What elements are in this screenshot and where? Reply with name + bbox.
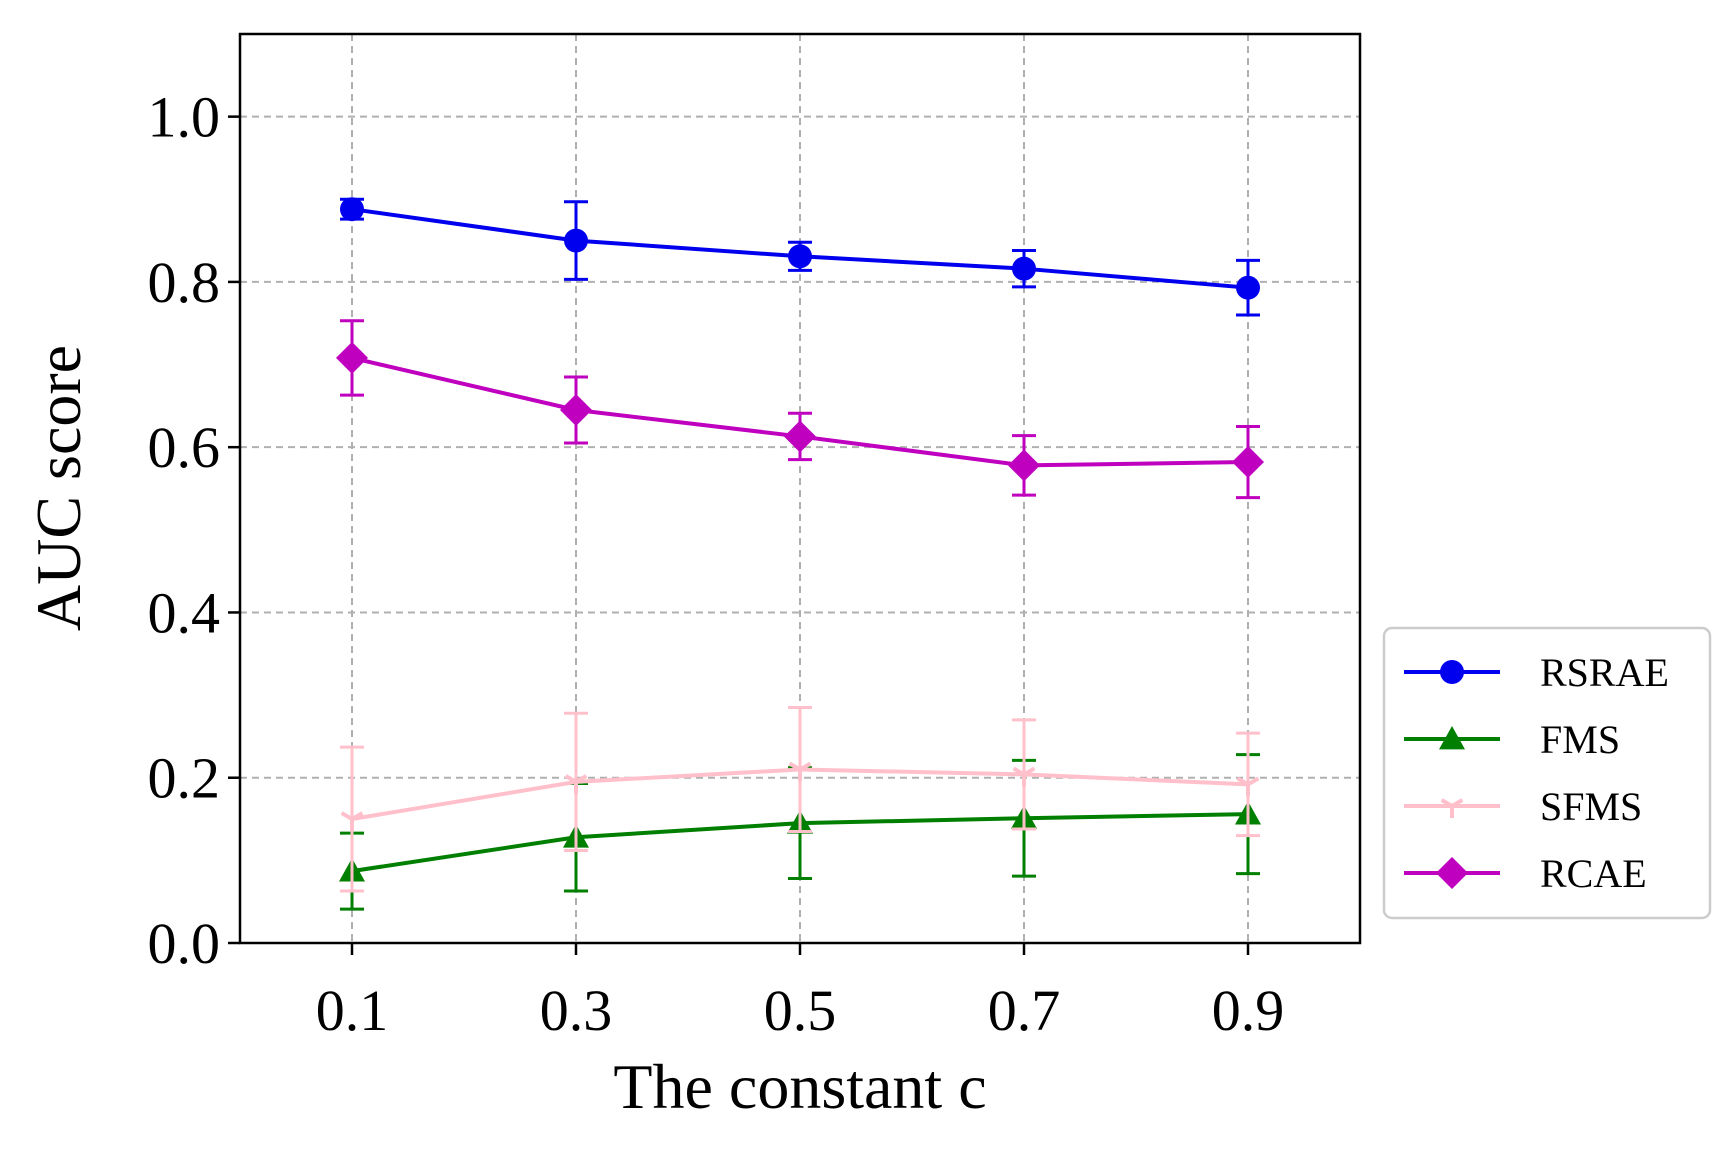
y-tick-label: 0.4	[148, 580, 221, 645]
x-tick-label: 0.7	[988, 978, 1061, 1043]
y-tick-label: 0.0	[148, 911, 221, 976]
series-rcae	[336, 319, 1264, 500]
legend-item-sfms: SFMS	[1404, 784, 1642, 829]
legend-box	[1382, 626, 1712, 920]
legend-marker	[1439, 726, 1465, 750]
y-axis-label: AUC score	[23, 345, 94, 631]
x-tick-label: 0.3	[540, 978, 613, 1043]
data-point	[1236, 776, 1260, 797]
legend-label: RSRAE	[1540, 650, 1669, 695]
data-point	[564, 774, 588, 794]
data-point	[788, 761, 812, 782]
x-axis-label: The constant c	[613, 1051, 986, 1122]
legend: RSRAE FMS SFMS RCAE	[1382, 626, 1712, 920]
data-point	[1012, 766, 1036, 787]
series-sfms	[340, 705, 1260, 893]
y-tick-label: 1.0	[148, 85, 221, 150]
data-point	[1236, 275, 1260, 300]
legend-item-fms: FMS	[1404, 717, 1620, 762]
y-tick-label: 0.6	[148, 415, 221, 480]
data-point	[336, 341, 368, 374]
x-tick-label: 0.1	[316, 978, 389, 1043]
data-point	[784, 420, 816, 453]
legend-label: SFMS	[1540, 784, 1642, 829]
legend-marker	[1440, 660, 1464, 684]
y-tick-label: 0.2	[148, 746, 221, 811]
data-point	[560, 393, 592, 426]
x-tick-label: 0.9	[1212, 978, 1285, 1043]
axes: 0.1 0.3 0.5 0.7 0.9 0.0 0.2 0.4 0.6 0.8 1.0	[148, 85, 1285, 1043]
x-tick-label: 0.5	[764, 978, 837, 1043]
data-point	[788, 244, 812, 269]
legend-item-rcae: RCAE	[1404, 851, 1647, 896]
legend-marker	[1440, 798, 1464, 818]
data-point	[1232, 446, 1264, 479]
legend-label: RCAE	[1540, 851, 1647, 896]
legend-label: FMS	[1540, 717, 1620, 762]
data-point	[340, 197, 364, 222]
legend-marker	[1436, 857, 1468, 889]
data-point	[340, 811, 364, 832]
y-tick-label: 0.8	[148, 250, 221, 315]
series-group	[336, 197, 1264, 911]
data-point	[564, 228, 588, 253]
data-point	[1012, 256, 1036, 281]
legend-item-rsrae: RSRAE	[1404, 650, 1669, 695]
data-point	[1008, 449, 1040, 482]
series-rsrae	[340, 197, 1260, 317]
